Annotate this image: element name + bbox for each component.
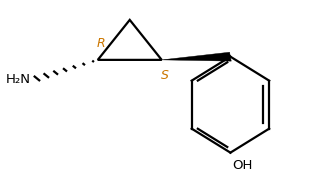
Text: R: R <box>97 37 105 50</box>
Text: H₂N: H₂N <box>6 73 31 86</box>
Polygon shape <box>162 52 231 61</box>
Text: S: S <box>161 69 169 82</box>
Text: OH: OH <box>232 159 252 172</box>
